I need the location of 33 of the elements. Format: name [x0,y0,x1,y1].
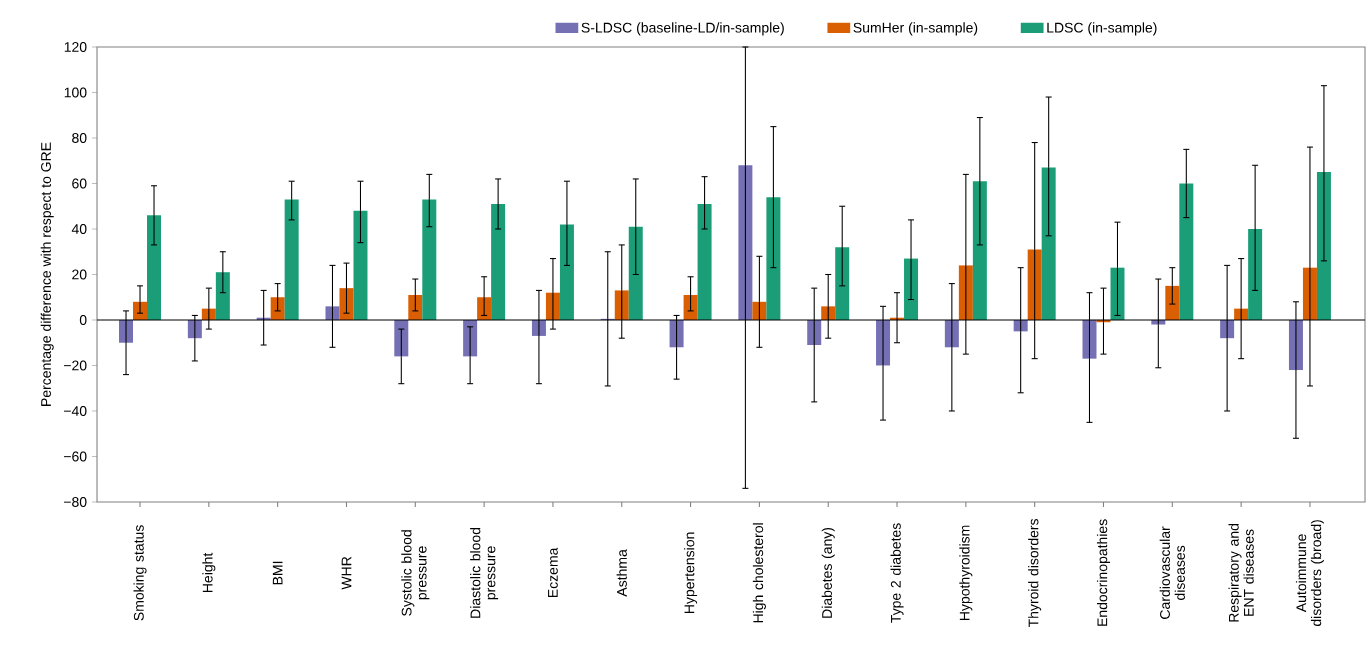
x-tick-label: WHR [341,556,352,590]
y-tick-label: −60 [64,451,87,462]
y-tick-label: 40 [71,224,87,234]
y-tick-label: 0 [79,315,87,325]
x-tick-label: Type 2 diabetes [890,523,904,623]
x-tick-label: Eczema [548,547,558,598]
x-tick-label: Thyroid disorders [1028,519,1042,628]
y-tick-label: −20 [64,360,87,371]
x-tick-label: Hypertension [684,532,698,614]
legend-label: SumHer (in-sample) [853,22,978,36]
x-tick-label: Cardiovascular diseases [1159,526,1185,619]
x-tick-label: Endocrinopathies [1096,519,1111,626]
legend-label: S-LDSC (baseline-LD/in-sample) [581,22,784,36]
x-tick-label: Asthma [616,549,627,597]
x-tick-label: Diastolic blood pressure [470,527,499,618]
x-tick-label: Systolic blood pressure [401,530,430,616]
y-tick-label: 20 [72,269,87,280]
y-tick-label: 60 [72,178,87,189]
y-tick-label: 100 [64,87,87,98]
y-tick-label: 80 [72,133,87,143]
x-tick-label: High cholesterol [752,523,766,623]
y-tick-label: −40 [64,406,87,416]
x-tick-label: BMI [272,561,283,585]
x-tick-label: Respiratory and ENT diseases [1228,524,1254,622]
y-axis-title: Percentage difference with respect to GRE [40,142,54,406]
x-tick-label: Smoking status [133,525,147,621]
x-tick-label: Autoimmune disorders (broad) [1295,520,1324,627]
y-tick-label: 120 [64,42,87,52]
y-tick-label: −80 [64,497,87,507]
x-tick-label: Hypothyroidism [959,525,973,621]
legend-label: LDSC (in-sample) [1047,22,1157,36]
x-tick-label: Height [202,552,216,593]
x-tick-label: Diabetes (any) [821,527,835,618]
